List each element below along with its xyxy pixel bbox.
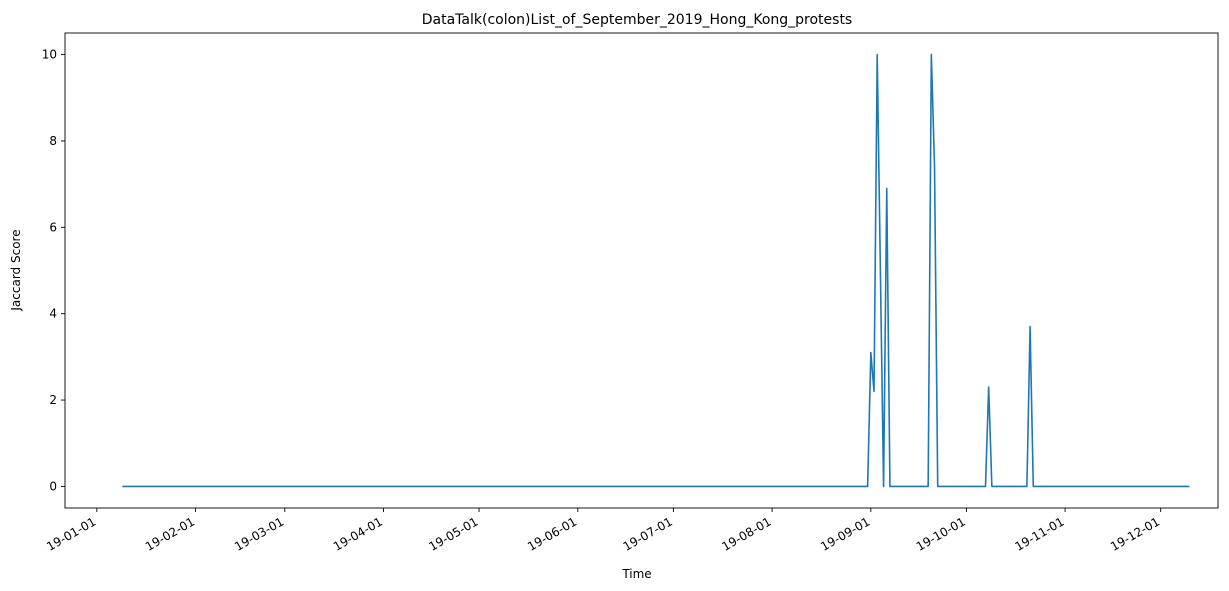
x-axis-label: Time: [621, 567, 651, 581]
x-tick-label: 19-05-01: [426, 514, 480, 553]
x-tick-label: 19-07-01: [621, 514, 675, 553]
y-axis: 0 2 4 6 8 10: [42, 48, 65, 493]
series-line-0: [122, 53, 1190, 488]
y-tick-label: 2: [49, 393, 57, 407]
y-tick-label: 8: [49, 134, 57, 148]
x-tick-label: 19-08-01: [719, 514, 773, 553]
plot-frame: [64, 32, 1219, 509]
x-tick-label: 19-01-01: [44, 514, 98, 553]
chart-title: DataTalk(colon)List_of_September_2019_Ho…: [422, 12, 852, 28]
y-tick-label: 6: [49, 220, 57, 234]
plot-area: [64, 32, 1219, 509]
x-tick-label: 19-09-01: [818, 514, 872, 553]
x-axis: 19-01-01 19-02-01 19-03-01 19-04-01 19-05-01…: [44, 508, 1162, 554]
x-tick-label: 19-03-01: [232, 514, 286, 553]
y-tick-label: 0: [49, 479, 57, 493]
x-tick-label: 19-12-01: [1108, 514, 1162, 553]
y-axis-label: Jaccard Score: [9, 229, 23, 311]
x-tick-label: 19-02-01: [143, 514, 197, 553]
x-tick-label: 19-11-01: [1012, 514, 1066, 553]
x-tick-label: 19-06-01: [525, 514, 579, 553]
y-tick-label: 10: [42, 48, 57, 62]
x-tick-label: 19-10-01: [914, 514, 968, 553]
x-tick-label: 19-04-01: [331, 514, 385, 553]
y-tick-label: 4: [49, 307, 57, 321]
